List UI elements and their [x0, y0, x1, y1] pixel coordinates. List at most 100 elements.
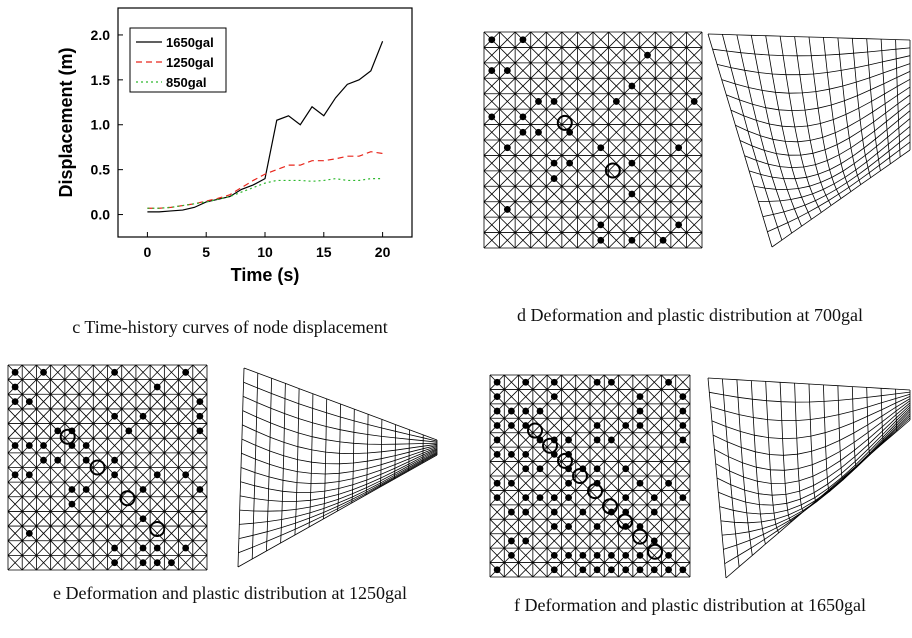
mesh-diagonal	[164, 525, 179, 541]
mesh-diagonal	[530, 139, 547, 156]
mesh-diagonal	[686, 31, 703, 48]
plastic-point	[608, 436, 615, 444]
mesh-diagonal	[499, 232, 516, 249]
plastic-point	[508, 407, 515, 415]
plastic-point	[139, 486, 147, 493]
mesh-diagonal	[64, 511, 80, 527]
mesh-diagonal	[546, 47, 563, 64]
mesh-line	[294, 388, 300, 536]
plastic-point	[565, 436, 572, 444]
mesh-diagonal	[192, 540, 208, 556]
mesh-diagonal	[107, 481, 123, 498]
mesh-diagonal	[646, 519, 662, 534]
mesh-diagonal	[50, 394, 66, 410]
plastic-ring	[602, 498, 618, 515]
mesh-diagonal	[149, 408, 165, 424]
mesh-diagonal	[646, 389, 662, 405]
mesh-diagonal	[639, 108, 656, 125]
mesh-diagonal	[655, 93, 672, 110]
plastic-point	[488, 36, 496, 44]
mesh-diagonal	[121, 467, 137, 483]
mesh-diagonal	[546, 186, 563, 202]
plastic-point	[593, 551, 601, 559]
plastic-point	[493, 450, 501, 458]
mesh-diagonal	[575, 446, 591, 462]
mesh-diagonal	[670, 232, 687, 249]
mesh-diagonal	[21, 496, 37, 512]
mesh-line	[730, 78, 911, 128]
plastic-point	[493, 422, 501, 429]
mesh-diagonal	[632, 461, 648, 477]
mesh-line	[779, 382, 792, 522]
mesh-diagonal	[639, 201, 656, 218]
mesh-line	[240, 447, 438, 484]
mesh-diagonal	[623, 47, 640, 64]
mesh-diagonal	[530, 155, 547, 172]
plastic-ring	[542, 437, 558, 454]
mesh-diagonal	[655, 62, 672, 79]
mesh-diagonal	[632, 504, 648, 520]
mesh-diagonal	[64, 555, 80, 571]
deformed-mesh	[237, 367, 438, 568]
mesh-diagonal	[618, 432, 634, 448]
mesh-diagonal	[546, 475, 562, 491]
plastic-point	[508, 450, 515, 458]
mesh-diagonal	[50, 364, 66, 380]
mesh-diagonal	[483, 170, 500, 187]
mesh-diagonal	[561, 562, 576, 578]
plastic-point	[636, 422, 644, 429]
mesh-line	[851, 38, 871, 178]
mesh-diagonal	[489, 461, 505, 477]
mesh-diagonal	[608, 186, 625, 202]
mesh-diagonal	[64, 364, 80, 380]
mesh-diagonal	[530, 31, 547, 48]
mesh-line	[322, 398, 328, 520]
plastic-point	[25, 471, 33, 479]
plastic-point	[535, 98, 542, 105]
mesh-diagonal	[561, 139, 578, 156]
plastic-point	[508, 422, 515, 429]
mesh-diagonal	[646, 432, 662, 448]
mesh-diagonal	[675, 519, 691, 534]
plastic-point	[503, 206, 511, 213]
mesh-diagonal	[164, 437, 179, 454]
mesh-diagonal	[608, 124, 625, 141]
mesh-diagonal	[592, 124, 609, 141]
plastic-point	[622, 551, 630, 559]
caption: f Deformation and plastic distribution a…	[514, 595, 866, 615]
caption: d Deformation and plastic distribution a…	[517, 305, 863, 325]
mesh-line	[720, 411, 911, 524]
mesh-diagonal	[561, 78, 578, 94]
plastic-point	[608, 551, 615, 559]
mesh-diagonal	[107, 525, 123, 541]
mesh-diagonal	[514, 155, 531, 172]
mesh-diagonal	[192, 452, 208, 468]
mesh-diagonal	[577, 62, 594, 79]
mesh-diagonal	[7, 555, 23, 571]
plastic-point	[612, 98, 620, 105]
plastic-point	[565, 523, 572, 530]
mesh-diagonal	[623, 216, 640, 233]
mesh-line	[722, 34, 783, 241]
mesh-diagonal	[618, 403, 634, 419]
mesh-diagonal	[546, 201, 563, 218]
mesh-diagonal	[577, 47, 594, 64]
mesh-diagonal	[192, 467, 208, 483]
plastic-point	[566, 159, 574, 167]
mesh-diagonal	[608, 47, 625, 64]
plastic-point	[679, 494, 687, 502]
plastic-ring	[587, 483, 603, 500]
mesh-diagonal	[530, 216, 547, 233]
mesh-diagonal	[561, 403, 576, 419]
mesh-diagonal	[64, 379, 80, 395]
mesh-diagonal	[36, 511, 51, 527]
plastic-point	[675, 144, 683, 152]
mesh-diagonal	[107, 437, 123, 454]
mesh-diagonal	[121, 408, 137, 424]
mesh-diagonal	[655, 186, 672, 202]
mesh-diagonal	[592, 78, 609, 94]
mesh-diagonal	[577, 216, 594, 233]
mesh-diagonal	[646, 461, 662, 477]
plastic-point	[665, 566, 672, 574]
